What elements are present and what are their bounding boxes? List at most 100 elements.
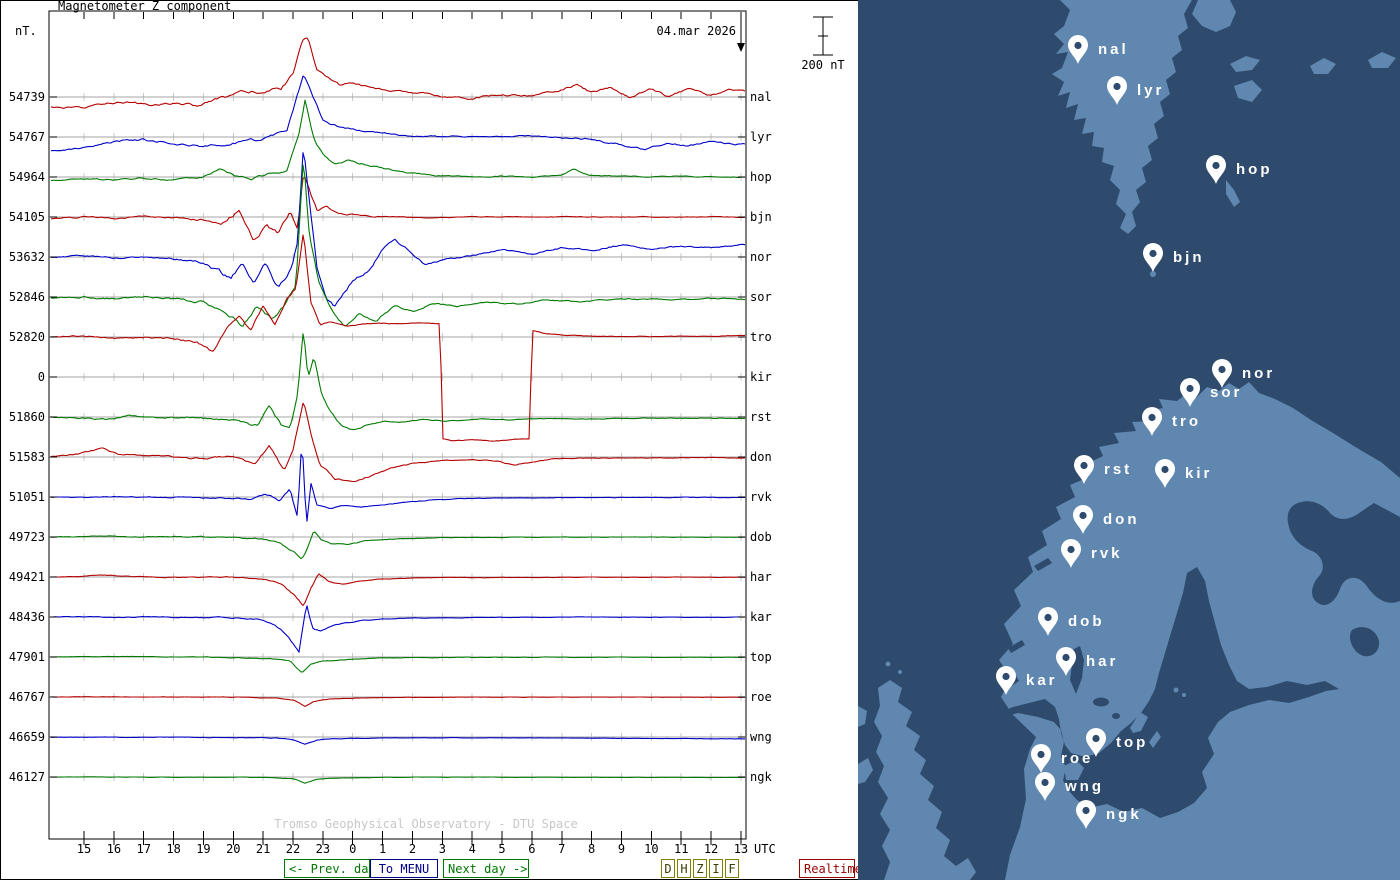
hour-label-21: 21 bbox=[256, 842, 270, 856]
trace-bjn bbox=[50, 177, 746, 241]
trace-rvk bbox=[50, 453, 745, 522]
hour-label-23: 23 bbox=[316, 842, 330, 856]
station-label-dob: dob bbox=[750, 530, 772, 544]
trace-rst bbox=[50, 333, 745, 431]
pin-hole bbox=[1080, 461, 1088, 470]
hour-label-2: 2 bbox=[409, 842, 416, 856]
land-orkney bbox=[885, 661, 891, 667]
land-gotland bbox=[1130, 712, 1148, 733]
hour-label-0: 0 bbox=[349, 842, 356, 856]
map-marker-kir[interactable]: kir bbox=[1155, 459, 1212, 488]
y-axis-label-rvk: 51051 bbox=[9, 490, 45, 504]
map-marker-rvk[interactable]: rvk bbox=[1061, 539, 1123, 568]
y-axis-label-nal: 54739 bbox=[9, 90, 45, 104]
station-label-kar: kar bbox=[750, 610, 772, 624]
hour-label-9: 9 bbox=[618, 842, 625, 856]
pin-icon[interactable] bbox=[1035, 772, 1055, 801]
map-station-label-kir: kir bbox=[1185, 465, 1212, 482]
map-marker-dob[interactable]: dob bbox=[1038, 607, 1105, 636]
pin-hole bbox=[1218, 365, 1226, 374]
pin-hole bbox=[1067, 545, 1075, 554]
component-button-D[interactable]: D bbox=[661, 859, 675, 878]
map-marker-lyr[interactable]: lyr bbox=[1107, 76, 1164, 105]
trace-nor bbox=[51, 152, 746, 307]
pin-hole bbox=[1082, 806, 1090, 815]
map-marker-nal[interactable]: nal bbox=[1068, 35, 1129, 64]
pin-icon[interactable] bbox=[1068, 35, 1088, 64]
map-station-label-rst: rst bbox=[1104, 461, 1132, 478]
y-axis-label-kar: 48436 bbox=[9, 610, 45, 624]
pin-hole bbox=[1079, 511, 1087, 520]
pin-hole bbox=[1212, 161, 1220, 170]
pin-icon[interactable] bbox=[1143, 243, 1163, 272]
land-kong-karls bbox=[1230, 56, 1260, 72]
map-marker-rst[interactable]: rst bbox=[1074, 455, 1132, 484]
x-unit-label: UTC bbox=[754, 842, 776, 856]
lake-vanern bbox=[1093, 697, 1109, 707]
map-marker-hop[interactable]: hop bbox=[1206, 155, 1273, 184]
land-aland1 bbox=[1173, 687, 1179, 693]
map-marker-roe[interactable]: roe bbox=[1031, 744, 1093, 773]
pin-icon[interactable] bbox=[1086, 728, 1106, 757]
trace-kar bbox=[51, 605, 746, 653]
map-station-label-roe: roe bbox=[1061, 750, 1093, 767]
component-button-I[interactable]: I bbox=[709, 859, 723, 878]
map-station-label-rvk: rvk bbox=[1091, 545, 1123, 562]
trace-ngk bbox=[50, 776, 745, 784]
hour-label-4: 4 bbox=[469, 842, 476, 856]
scalebar-label: 200 nT bbox=[801, 58, 844, 72]
map-station-label-tro: tro bbox=[1172, 413, 1201, 430]
hour-label-13: 13 bbox=[734, 842, 748, 856]
to-menu-button[interactable]: To MENU bbox=[370, 859, 438, 878]
land-uk bbox=[874, 680, 976, 880]
pin-icon[interactable] bbox=[1206, 155, 1226, 184]
pin-hole bbox=[1062, 653, 1070, 662]
prev-day-button[interactable]: <- Prev. day bbox=[284, 859, 376, 878]
component-button-F[interactable]: F bbox=[725, 859, 739, 878]
map-marker-kar[interactable]: kar bbox=[996, 666, 1058, 695]
component-button-H[interactable]: H bbox=[677, 859, 691, 878]
map-marker-nor[interactable]: nor bbox=[1212, 359, 1275, 388]
y-axis-label-top: 47901 bbox=[9, 650, 45, 664]
pin-icon[interactable] bbox=[1074, 455, 1094, 484]
trace-dob bbox=[51, 531, 745, 560]
map-marker-har[interactable]: har bbox=[1056, 647, 1118, 676]
map-marker-don[interactable]: don bbox=[1073, 505, 1140, 534]
pin-icon[interactable] bbox=[1180, 378, 1200, 407]
land-island-ne2 bbox=[1368, 52, 1396, 68]
trace-top bbox=[50, 655, 746, 673]
plot-frame bbox=[48, 10, 747, 840]
y-axis-label-sor: 52846 bbox=[9, 290, 45, 304]
pin-icon[interactable] bbox=[1076, 800, 1096, 829]
map-marker-ngk[interactable]: ngk bbox=[1076, 800, 1142, 829]
component-button-Z[interactable]: Z bbox=[693, 859, 707, 878]
pin-icon[interactable] bbox=[996, 666, 1016, 695]
land-bjornoya bbox=[1150, 271, 1156, 277]
map-marker-sor[interactable]: sor bbox=[1180, 378, 1242, 407]
realtime-button[interactable]: Realtime bbox=[799, 859, 862, 878]
hour-label-1: 1 bbox=[379, 842, 386, 856]
map-marker-top[interactable]: top bbox=[1086, 728, 1148, 757]
pin-icon[interactable] bbox=[1061, 539, 1081, 568]
pin-icon[interactable] bbox=[1056, 647, 1076, 676]
map-marker-wng[interactable]: wng bbox=[1035, 772, 1104, 801]
pin-icon[interactable] bbox=[1155, 459, 1175, 488]
hour-label-18: 18 bbox=[166, 842, 180, 856]
pin-icon[interactable] bbox=[1142, 407, 1162, 436]
pin-icon[interactable] bbox=[1107, 76, 1127, 105]
map-marker-tro[interactable]: tro bbox=[1142, 407, 1201, 436]
map-station-label-lyr: lyr bbox=[1137, 82, 1164, 99]
station-label-tro: tro bbox=[750, 330, 772, 344]
sea-fjord1 bbox=[1008, 640, 1025, 653]
pin-icon[interactable] bbox=[1031, 744, 1051, 773]
sea-baltic-system bbox=[996, 567, 1339, 818]
pin-icon[interactable] bbox=[1038, 607, 1058, 636]
pin-icon[interactable] bbox=[1212, 359, 1232, 388]
next-day-button[interactable]: Next day -> bbox=[443, 859, 529, 878]
station-label-har: har bbox=[750, 570, 772, 584]
map-marker-bjn[interactable]: bjn bbox=[1143, 243, 1205, 272]
pin-icon[interactable] bbox=[1073, 505, 1093, 534]
inland-seas-group bbox=[996, 501, 1400, 818]
lake-vattern bbox=[1112, 713, 1120, 719]
